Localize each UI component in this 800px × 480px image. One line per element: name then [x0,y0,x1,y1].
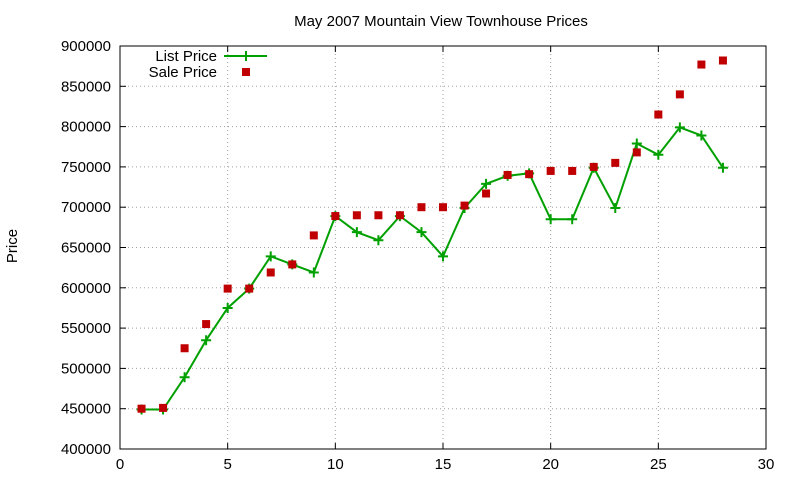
y-tick-label: 600000 [61,280,111,297]
data-point-sale-price [675,90,684,99]
tick-labels: 0 5 10 15 20 25 30 400000 450000 500000 550000 6000… [61,38,774,473]
data-point-sale-price [352,211,361,220]
data-point-list-price [179,372,190,383]
data-point-list-price [717,162,728,173]
series-line-list-price [141,126,724,411]
data-point-sale-price [568,166,577,175]
data-point-list-price [222,302,233,313]
data-point-sale-price [309,231,318,240]
x-tick-label: 25 [650,456,667,473]
data-point-sale-price [525,170,534,179]
data-point-sale-price [589,162,598,171]
data-point-list-price [201,335,212,346]
x-tick-label: 5 [223,456,231,473]
legend: List Price Sale Price [149,48,267,81]
data-point-list-price [696,130,707,141]
legend-label-list-price: List Price [155,48,217,65]
legend-marker-list-price [241,51,251,61]
data-point-sale-price [395,211,404,220]
y-axis-label: Price [4,229,21,263]
data-point-list-price [351,227,362,238]
y-tick-label: 850000 [61,78,111,95]
data-point-list-price [545,214,556,225]
x-tick-label: 30 [758,456,775,473]
y-tick-label: 700000 [61,199,111,216]
series-sale-price [137,56,727,413]
data-point-list-price [674,122,685,133]
y-tick-label: 900000 [61,38,111,55]
data-point-sale-price [159,403,168,412]
data-point-list-price [481,178,492,189]
y-tick-label: 400000 [61,441,111,458]
y-tick-label: 550000 [61,320,111,337]
y-tick-label: 800000 [61,119,111,136]
data-point-sale-price [439,203,447,212]
data-point-sale-price [288,260,297,269]
data-point-sale-price [202,320,211,329]
data-point-sale-price [503,170,512,179]
data-point-sale-price [245,284,254,293]
data-point-sale-price [632,148,641,157]
data-point-list-price [631,138,642,149]
x-tick-label: 10 [327,456,344,473]
data-point-sale-price [546,166,555,175]
data-point-sale-price [223,284,232,293]
data-point-sale-price [180,344,189,353]
data-point-sale-price [482,189,491,198]
x-tick-label: 20 [542,456,559,473]
y-tick-label: 750000 [61,159,111,176]
data-point-sale-price [718,56,727,65]
series-list-price [136,122,728,415]
data-point-list-price [416,227,427,238]
legend-label-sale-price: Sale Price [149,64,217,81]
data-point-sale-price [374,211,383,220]
chart-title: May 2007 Mountain View Townhouse Prices [294,13,588,30]
series-layer [136,56,728,415]
x-tick-label: 15 [435,456,452,473]
data-point-sale-price [654,110,663,119]
data-point-sale-price [611,158,620,167]
data-point-list-price [567,214,578,225]
grid [120,46,766,449]
data-point-list-price [308,267,319,278]
data-point-list-price [265,251,276,262]
data-point-list-price [438,251,448,262]
data-point-sale-price [460,201,469,210]
x-tick-label: 0 [116,456,124,473]
data-point-sale-price [417,203,426,212]
y-tick-label: 650000 [61,240,111,257]
data-point-sale-price [137,404,146,413]
legend-marker-sale-price [242,68,250,76]
data-point-list-price [610,203,621,214]
plot-frame [119,45,767,450]
data-point-list-price [653,149,664,160]
data-point-sale-price [266,268,275,277]
data-point-list-price [373,235,384,246]
data-point-sale-price [331,212,340,221]
y-tick-label: 450000 [61,401,111,418]
data-point-sale-price [697,60,706,69]
y-tick-label: 500000 [61,360,111,377]
